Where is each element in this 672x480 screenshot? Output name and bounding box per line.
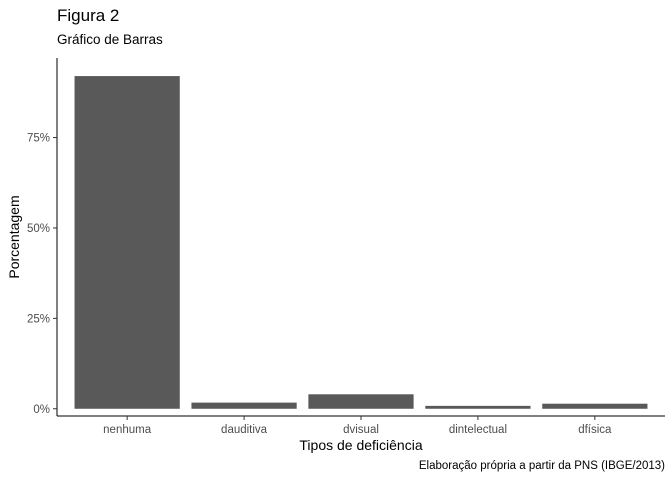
y-tick-label: 75% [27,133,50,145]
y-axis-title: Porcentagem [6,195,22,278]
x-tick-label: nenhuma [103,424,152,436]
y-tick-label: 25% [27,313,50,325]
x-tick-label: dfísica [578,424,612,436]
bar-dintelectual [425,405,531,409]
y-tick-label: 0% [33,404,50,416]
chart-caption: Elaboração própria a partir da PNS (IBGE… [418,460,665,472]
x-tick-label: dvisual [343,424,379,436]
x-tick-label: dintelectual [449,424,507,436]
bar-nenhuma [74,76,180,409]
y-axis-ticks: 0% 25% 50% 75% [27,133,57,416]
x-axis-title: Tipos de deficiência [299,437,422,453]
x-axis-ticks: nenhuma dauditiva dvisual dintelectual dfísi… [103,416,612,436]
bar-dauditiva [191,402,297,409]
x-tick-label: dauditiva [221,424,268,436]
chart-subtitle: Gráfico de Barras [57,32,163,47]
bar-dvisual [308,394,414,409]
y-tick-label: 50% [27,223,50,235]
chart-title: Figura 2 [57,6,120,25]
bar-dfísica [542,403,648,409]
bar-group [74,76,648,409]
